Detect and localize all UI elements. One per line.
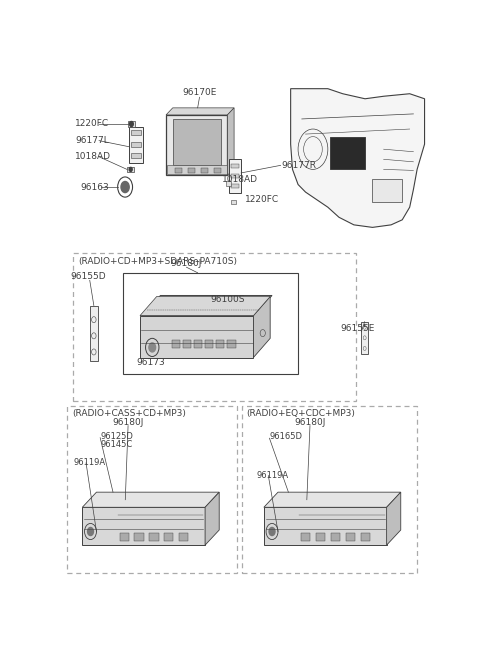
FancyBboxPatch shape <box>179 533 188 541</box>
Text: 1018AD: 1018AD <box>222 175 258 184</box>
Text: 96119A: 96119A <box>73 458 105 468</box>
FancyBboxPatch shape <box>129 127 143 163</box>
FancyBboxPatch shape <box>167 165 227 174</box>
Text: (RADIO+CD+MP3+SDARS–PA710S): (RADIO+CD+MP3+SDARS–PA710S) <box>79 257 238 266</box>
Text: (RADIO+EQ+CDC+MP3): (RADIO+EQ+CDC+MP3) <box>247 409 356 418</box>
Text: 1220FC: 1220FC <box>75 119 109 128</box>
FancyBboxPatch shape <box>131 141 141 147</box>
FancyBboxPatch shape <box>360 533 370 541</box>
Text: 96180J: 96180J <box>112 418 144 427</box>
FancyBboxPatch shape <box>216 341 225 348</box>
Circle shape <box>269 527 275 536</box>
Polygon shape <box>253 297 270 358</box>
Circle shape <box>121 181 129 193</box>
FancyBboxPatch shape <box>372 179 402 202</box>
Polygon shape <box>140 297 270 316</box>
Circle shape <box>149 343 156 352</box>
FancyBboxPatch shape <box>231 200 236 204</box>
Text: 96170E: 96170E <box>182 88 216 97</box>
Polygon shape <box>166 108 234 115</box>
Polygon shape <box>205 492 219 545</box>
FancyBboxPatch shape <box>331 533 340 541</box>
FancyBboxPatch shape <box>173 119 221 165</box>
FancyBboxPatch shape <box>264 507 386 545</box>
FancyBboxPatch shape <box>188 168 195 173</box>
FancyBboxPatch shape <box>164 533 173 541</box>
Polygon shape <box>290 88 424 227</box>
Polygon shape <box>142 295 272 316</box>
FancyBboxPatch shape <box>134 533 144 541</box>
Text: 96155D: 96155D <box>70 272 106 281</box>
FancyBboxPatch shape <box>172 341 180 348</box>
FancyBboxPatch shape <box>231 164 240 168</box>
FancyBboxPatch shape <box>131 153 141 159</box>
Text: 96165D: 96165D <box>269 432 302 441</box>
FancyBboxPatch shape <box>316 533 325 541</box>
FancyBboxPatch shape <box>202 168 208 173</box>
Text: 1220FC: 1220FC <box>245 195 279 204</box>
FancyBboxPatch shape <box>301 533 311 541</box>
FancyBboxPatch shape <box>228 341 236 348</box>
FancyBboxPatch shape <box>131 130 141 135</box>
FancyBboxPatch shape <box>183 341 191 348</box>
Text: 96180J: 96180J <box>171 259 202 268</box>
FancyBboxPatch shape <box>361 322 368 354</box>
Polygon shape <box>228 108 234 176</box>
FancyBboxPatch shape <box>166 115 228 176</box>
Text: (RADIO+CASS+CD+MP3): (RADIO+CASS+CD+MP3) <box>72 409 186 418</box>
FancyBboxPatch shape <box>149 533 158 541</box>
FancyBboxPatch shape <box>231 184 240 188</box>
Text: 96100S: 96100S <box>210 295 245 304</box>
FancyBboxPatch shape <box>205 341 213 348</box>
FancyBboxPatch shape <box>128 121 135 127</box>
Text: 96177L: 96177L <box>75 136 108 145</box>
Circle shape <box>129 168 132 172</box>
FancyBboxPatch shape <box>215 168 221 173</box>
FancyBboxPatch shape <box>229 159 241 193</box>
Text: 96155E: 96155E <box>340 324 375 333</box>
FancyBboxPatch shape <box>90 305 98 361</box>
Text: 96163: 96163 <box>81 183 109 191</box>
FancyBboxPatch shape <box>346 533 355 541</box>
Text: 96145C: 96145C <box>100 440 132 449</box>
Polygon shape <box>83 492 219 507</box>
FancyBboxPatch shape <box>226 181 231 185</box>
FancyBboxPatch shape <box>330 137 365 170</box>
FancyBboxPatch shape <box>140 316 253 358</box>
FancyBboxPatch shape <box>175 168 182 173</box>
Polygon shape <box>264 492 401 507</box>
FancyBboxPatch shape <box>83 507 205 545</box>
FancyBboxPatch shape <box>123 272 298 373</box>
FancyBboxPatch shape <box>194 341 202 348</box>
Text: 1018AD: 1018AD <box>75 152 111 161</box>
FancyBboxPatch shape <box>231 174 240 178</box>
Circle shape <box>130 121 133 126</box>
FancyBboxPatch shape <box>127 167 133 172</box>
Text: 96180J: 96180J <box>294 418 325 427</box>
Text: 96173: 96173 <box>136 358 165 367</box>
Text: 96177R: 96177R <box>281 161 316 170</box>
Text: 96125D: 96125D <box>100 432 133 441</box>
Polygon shape <box>386 492 401 545</box>
Circle shape <box>87 527 94 536</box>
Text: 96119A: 96119A <box>256 471 288 480</box>
FancyBboxPatch shape <box>120 533 129 541</box>
